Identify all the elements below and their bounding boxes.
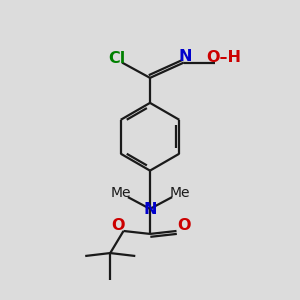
Text: O: O xyxy=(112,218,125,233)
Text: N: N xyxy=(178,49,192,64)
Text: Me: Me xyxy=(169,186,190,200)
Text: O–H: O–H xyxy=(206,50,241,65)
Text: O: O xyxy=(177,218,190,233)
Text: Me: Me xyxy=(110,186,131,200)
Text: N: N xyxy=(143,202,157,217)
Text: Cl: Cl xyxy=(108,51,125,66)
